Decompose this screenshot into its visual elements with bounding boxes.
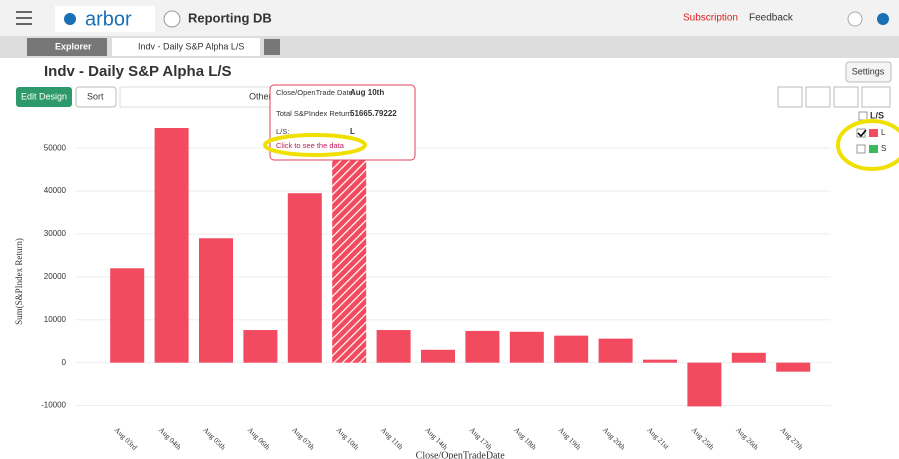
tooltip: Close/OpenTrade Date: Aug 10th Total S&P… bbox=[263, 84, 416, 161]
y-tick-label: 30000 bbox=[44, 229, 67, 238]
bar bbox=[421, 349, 455, 363]
bar bbox=[376, 330, 411, 363]
other-label[interactable]: Other bbox=[249, 91, 272, 101]
legend-label: S bbox=[881, 144, 886, 153]
bar bbox=[598, 338, 633, 363]
bar bbox=[332, 141, 367, 363]
y-tick-label: 10000 bbox=[44, 315, 67, 324]
bar bbox=[287, 193, 322, 363]
tooltip-return: 51665.79222 bbox=[350, 109, 397, 118]
sort-label: Sort bbox=[87, 91, 104, 101]
explorer-tab[interactable] bbox=[27, 38, 107, 56]
x-axis-title: Close/OpenTradeDate bbox=[416, 450, 506, 459]
y-tick-label: 40000 bbox=[44, 186, 67, 195]
home-icon[interactable] bbox=[163, 10, 181, 28]
edit-design-label: Edit Design bbox=[21, 91, 67, 101]
menu-icon[interactable] bbox=[16, 11, 32, 25]
report-tab[interactable] bbox=[112, 38, 260, 56]
user-icon[interactable] bbox=[877, 13, 889, 25]
y-tick-label: 50000 bbox=[44, 143, 67, 152]
report-title: Indv - Daily S&P Alpha L/S bbox=[44, 63, 232, 80]
bar bbox=[465, 330, 500, 363]
subscription-link[interactable]: Subscription bbox=[683, 13, 738, 24]
legend-checkbox bbox=[858, 111, 868, 121]
legend-checkbox bbox=[856, 144, 866, 154]
legend-swatch bbox=[869, 145, 878, 153]
highlight-circle bbox=[263, 133, 367, 157]
legend-swatch bbox=[869, 129, 878, 137]
logo-icon bbox=[64, 13, 76, 25]
bar bbox=[731, 352, 766, 363]
bar bbox=[776, 362, 811, 372]
help-icon[interactable] bbox=[847, 11, 863, 27]
settings-button[interactable] bbox=[845, 61, 892, 83]
tooltip-date-label: Close/OpenTrade Date: bbox=[276, 88, 355, 97]
bar bbox=[243, 330, 278, 363]
bar bbox=[110, 268, 145, 363]
legend-check bbox=[857, 129, 867, 138]
settings-label: Settings bbox=[852, 66, 885, 76]
y-tick-label: 20000 bbox=[44, 272, 67, 281]
report-tab-label: Indv - Daily S&P Alpha L/S bbox=[138, 41, 244, 51]
tooltip-box bbox=[269, 84, 416, 161]
logo[interactable]: arbor bbox=[85, 8, 132, 30]
bar bbox=[643, 359, 677, 363]
bar bbox=[554, 335, 589, 363]
legend-title: L/S bbox=[870, 110, 884, 120]
edit-design-button[interactable] bbox=[16, 87, 72, 107]
feedback-link[interactable]: Feedback bbox=[749, 13, 794, 24]
highlight-circle bbox=[836, 119, 899, 171]
tooltip-date: Aug 10th bbox=[350, 88, 384, 97]
db-name[interactable]: Reporting DB bbox=[188, 10, 272, 25]
legend-label: L bbox=[881, 128, 886, 137]
y-axis-title: Sum(S&PIndex Return) bbox=[14, 238, 24, 325]
bar bbox=[199, 238, 233, 363]
bar bbox=[154, 128, 189, 363]
tooltip-ls: L bbox=[350, 127, 355, 136]
sort-button[interactable] bbox=[75, 86, 117, 108]
tooltip-ls-label: L/S: bbox=[276, 127, 289, 136]
add-tab[interactable] bbox=[264, 39, 280, 55]
share-icons[interactable] bbox=[777, 86, 891, 108]
bar bbox=[687, 362, 722, 407]
tooltip-return-label: Total S&PIndex Return: bbox=[276, 109, 354, 118]
tooltip-link[interactable]: Click to see the data bbox=[276, 141, 345, 150]
y-tick-label: 0 bbox=[62, 358, 67, 367]
bar bbox=[509, 331, 544, 363]
explorer-tab-label: Explorer bbox=[55, 41, 92, 51]
y-tick-label: -10000 bbox=[41, 401, 66, 410]
